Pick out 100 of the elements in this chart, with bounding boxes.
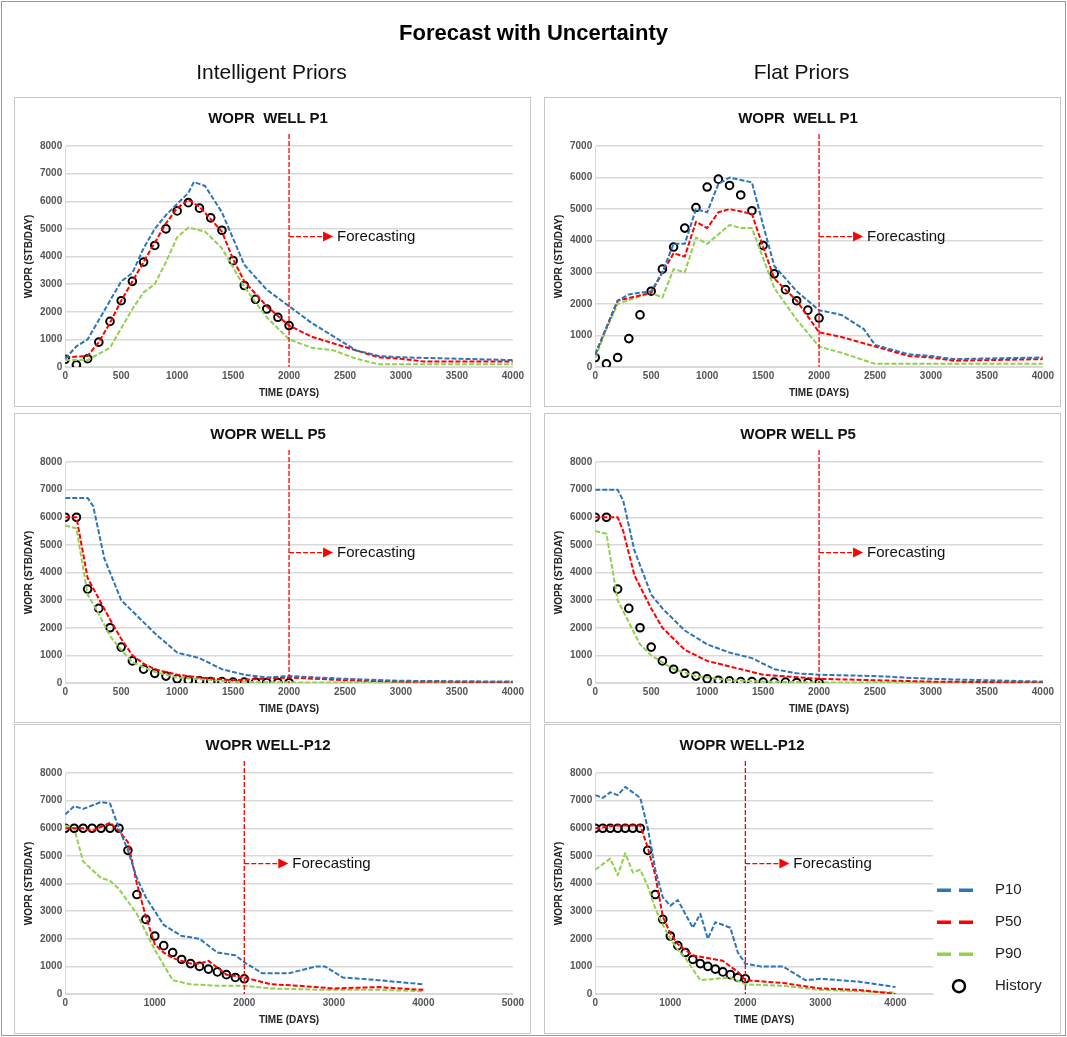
y-axis-title: WOPR (STB/DAY) [552,214,564,299]
point [87,823,97,834]
y-tick-label: 6000 [40,511,63,522]
point [740,974,751,984]
x-tick-label: 3500 [445,685,469,697]
point [127,276,138,287]
y-tick-label: 5000 [40,222,63,234]
point [688,954,698,965]
point [673,940,683,951]
ref-line-label: Forecasting [793,853,872,871]
x-axis-title: TIME (DAYS) [788,702,850,714]
text: Forecast with Uncertainty [398,20,669,46]
x-tick-label: 2500 [863,369,887,381]
point [261,304,272,314]
point [132,889,142,900]
point [642,845,653,856]
point [624,333,634,344]
line-series [595,785,897,989]
point [650,889,661,900]
x-axis-title: TIME (DAYS) [734,1013,795,1025]
x-tick-label: 1500 [751,685,775,697]
point [94,337,104,347]
point [758,240,768,251]
point [695,958,706,969]
point [780,284,791,295]
y-tick-label: 4000 [40,877,63,889]
point [239,974,250,984]
y-tick-label: 0 [586,676,593,688]
point [149,668,160,679]
x-tick-label: 3000 [809,996,832,1008]
point [646,286,656,297]
x-tick-label: 2000 [807,369,831,381]
y-tick-label: 5000 [40,538,63,550]
point [273,312,283,323]
y-tick-label: 7000 [40,167,63,179]
x-tick-label: 4000 [412,996,435,1008]
point [212,967,223,977]
point [116,295,126,306]
point [167,947,178,958]
x-tick-label: 5000 [501,996,525,1008]
x-tick-label: 3000 [389,369,413,381]
y-tick-label: 5000 [40,849,63,861]
point [183,197,194,208]
point [116,642,126,652]
text: Flat Priors [752,60,851,84]
ref-line-label: Forecasting [292,853,371,871]
point [658,914,668,925]
x-tick-label: 4000 [1031,685,1055,697]
y-tick-label: 4000 [570,234,593,246]
point [718,967,728,977]
point [668,664,679,674]
y-tick-label: 4000 [570,566,593,578]
point [679,223,690,233]
y-tick-label: 6000 [40,195,63,206]
x-tick-label: 1000 [166,685,189,697]
x-tick-label: 1500 [221,369,245,381]
y-tick-label: 5000 [570,202,593,214]
y-tick-label: 7000 [570,483,593,495]
y-tick-label: 8000 [40,766,63,778]
x-tick-label: 500 [642,685,660,697]
y-tick-label: 2000 [40,305,63,317]
point [123,845,133,856]
point [657,656,668,666]
point [176,954,187,965]
y-tick-label: 1000 [40,649,63,661]
point [735,190,746,200]
point [69,823,79,834]
x-tick-label: 2500 [863,685,887,697]
point [82,353,93,364]
point [230,972,241,983]
point [250,294,261,305]
point [691,202,701,213]
ref-line-label: Forecasting [867,226,946,244]
point [747,205,757,216]
y-tick-label: 3000 [570,593,593,605]
legend-label: History [995,976,1043,994]
point [217,225,227,236]
y-tick-label: 6000 [570,171,593,183]
point [149,240,160,251]
y-axis-title: WOPR (STB/DAY) [22,214,34,299]
y-tick-label: 1000 [570,960,593,972]
point [725,969,736,980]
x-tick-label: 1000 [696,685,719,697]
x-tick-label: 500 [642,369,660,381]
ref-line-label: Forecasting [337,226,416,244]
point [733,972,743,983]
x-tick-label: 2500 [333,369,357,381]
point [635,622,645,633]
point [239,280,250,291]
point [635,823,646,834]
y-tick-label: 7000 [570,139,593,151]
point [713,675,724,683]
point [94,603,104,614]
x-tick-label: 500 [112,685,130,697]
x-tick-label: 2000 [734,996,757,1008]
y-tick-label: 1000 [570,649,593,661]
x-tick-label: 1500 [751,369,775,381]
y-tick-label: 6000 [40,822,63,833]
x-tick-label: 2500 [333,685,357,697]
point [194,675,205,683]
